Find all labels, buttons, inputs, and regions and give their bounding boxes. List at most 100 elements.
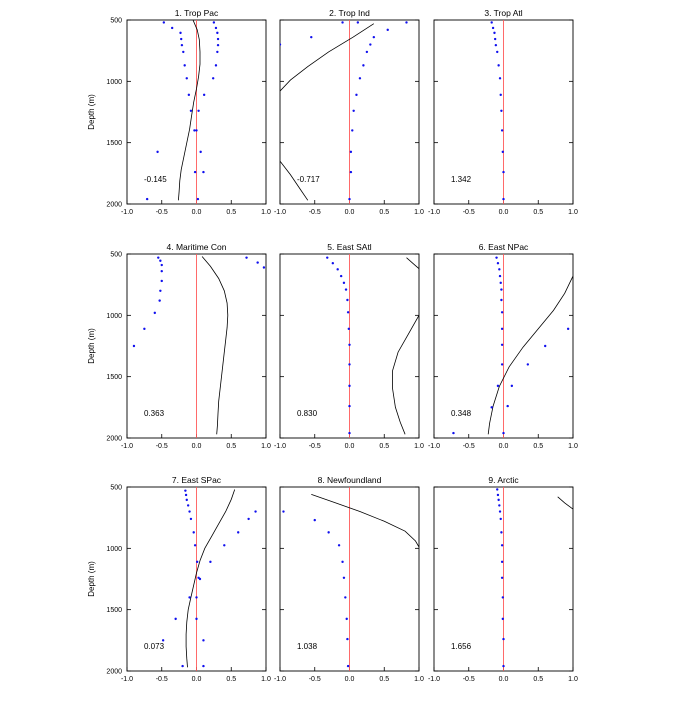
panel-1: 1. Trop Pac -1.0 -0.5 0.0 0.5 1.0 500 1000 1500 2… [87,8,271,216]
y-tick-label: 1000 [106,313,122,320]
x-tick-label: 0.0 [192,209,202,216]
data-point [496,488,499,491]
data-point [348,197,351,201]
data-point [496,493,500,497]
data-point [452,431,455,435]
data-point [348,384,351,388]
x-tick-label: 1.0 [414,443,424,450]
data-point [186,504,190,507]
y-tick-label: 1500 [106,607,122,614]
data-point [506,404,509,408]
data-point [500,109,503,112]
data-point [247,517,250,521]
data-point [132,344,136,348]
panel-4: 4. Maritime Con -1.0 -0.5 0.0 0.5 1.0 500 1000 1… [87,242,271,450]
data-point [245,256,248,259]
x-tick-label: 0.5 [533,443,543,450]
plot-area [326,254,419,438]
data-point [501,617,505,621]
data-point [372,35,376,39]
data-point [192,531,195,534]
data-point [214,64,218,67]
data-point [336,268,339,271]
x-tick-label: -1.0 [274,676,286,683]
data-point [496,262,500,265]
y-tick-label: 2000 [106,202,122,209]
data-point [490,406,493,409]
x-tick-label: 0.0 [499,676,509,683]
x-tick-label: 1.0 [414,209,424,216]
data-point [202,639,205,642]
x-tick-label: 0.5 [533,209,543,216]
data-point [502,197,505,201]
data-point [262,266,266,269]
x-tick-label: 0.5 [379,443,389,450]
x-tick-label: 1.0 [568,443,578,450]
y-tick-label: 1500 [106,140,122,147]
data-point [494,43,498,47]
panel-title: 4. Maritime Con [167,242,227,252]
data-point [526,363,530,366]
y-axis-label: Depth (m) [87,561,96,597]
data-point [183,64,186,67]
data-point [181,664,184,668]
panel-8: 8. Newfoundland -1.0 -0.5 0.0 0.5 1.0 1.038 [274,475,424,683]
x-tick-label: 1.0 [414,676,424,683]
data-point [405,21,408,24]
data-point [499,517,502,521]
panel-title: 6. East NPac [479,242,529,252]
data-point [153,311,156,315]
data-point [499,281,502,285]
x-tick-label: 0.0 [345,676,355,683]
data-point [498,274,502,278]
panel-2: 2. Trop Ind -1.0 -0.5 0.0 0.5 1.0 -0.717 [274,8,424,216]
data-point [347,327,351,331]
data-point [502,664,505,668]
data-point [184,493,188,497]
data-point [180,37,183,41]
data-point [195,560,199,564]
panel-7: 7. East SPac -1.0 -0.5 0.0 0.5 1.0 500 1000 1500… [87,475,271,683]
data-point [223,544,226,547]
data-point [500,288,503,291]
x-tick-label: -1.0 [428,443,440,450]
x-tick-label: -0.5 [463,209,475,216]
data-point [202,93,206,97]
data-point [365,50,369,54]
profile-line [201,256,229,435]
x-tick-label: -0.5 [463,676,475,683]
data-point [195,596,198,599]
data-point [184,489,187,492]
profile-line [392,257,419,435]
data-point [280,43,282,46]
panel-annotation: 1.038 [297,642,318,651]
data-point [187,93,191,97]
data-point [216,50,219,54]
y-tick-label: 500 [110,18,122,25]
data-point [493,31,496,35]
x-tick-label: 1.0 [261,443,271,450]
x-tick-label: -0.5 [309,209,321,216]
data-point [199,150,202,154]
data-point [143,327,146,331]
profile-line [178,20,201,201]
data-point [386,28,389,32]
x-tick-label: 1.0 [261,209,271,216]
y-tick-label: 1000 [106,546,122,553]
x-tick-label: -0.5 [156,676,168,683]
data-point [214,26,218,30]
data-point [498,77,502,80]
data-point [159,259,162,262]
data-point [180,43,184,47]
data-point [362,64,365,67]
data-point [342,281,346,285]
data-point [254,510,257,513]
data-point [490,21,493,24]
data-point [500,560,504,564]
data-point [256,261,259,264]
data-point [160,263,163,267]
data-point [182,50,185,54]
data-point [346,311,350,314]
panel-title: 2. Trop Ind [329,8,370,18]
